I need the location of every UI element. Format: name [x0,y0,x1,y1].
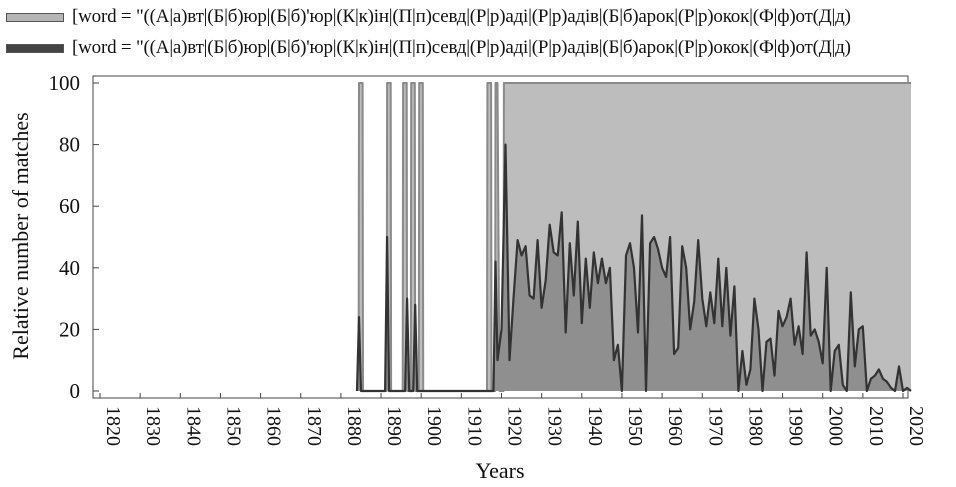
x-tick-label: 1930 [544,406,566,446]
series-2-line [355,143,912,393]
x-tick-label: 1890 [383,406,405,446]
legend-swatch-1 [6,12,64,22]
legend-label-1: [word = "((А|а)вт|(Б|б)юр|(Б|б)'юр|(К|к)… [72,6,851,27]
x-tick-label: 1850 [222,406,244,446]
x-tick-label: 2000 [825,406,847,446]
y-tick-label: 60 [59,194,80,218]
x-tick-label: 2010 [865,406,887,446]
x-tick-label: 1910 [463,406,485,446]
legend-item-2: [word = "((А|а)вт|(Б|б)юр|(Б|б)'юр|(К|к)… [6,34,851,62]
x-tick-label: 1840 [182,406,204,446]
y-axis-label: Relative number of matches [8,112,33,359]
x-axis-ticks: 1820 1830 1840 1850 1860 1870 1880 1890 1900 1910… [99,393,927,446]
y-tick-label: 0 [70,379,81,403]
x-tick-label: 1870 [303,406,325,446]
x-tick-label: 1960 [664,406,686,446]
x-tick-label: 1920 [504,406,526,446]
legend-swatch-2 [6,43,64,53]
x-tick-label: 1830 [142,406,164,446]
x-tick-label: 1990 [785,406,807,446]
x-tick-label: 1970 [704,406,726,446]
x-tick-label: 1820 [102,406,124,446]
x-tick-label: 1900 [423,406,445,446]
x-tick-label: 1940 [584,406,606,446]
y-tick-label: 100 [49,71,81,95]
x-tick-label: 1860 [263,406,285,446]
x-axis-label: Years [475,458,524,483]
y-tick-label: 80 [59,133,80,157]
series-layer [355,82,912,393]
y-tick-label: 40 [59,256,80,280]
x-tick-label: 2020 [905,406,927,446]
x-tick-label: 1950 [624,406,646,446]
y-tick-label: 20 [59,317,80,341]
x-tick-label: 1880 [343,406,365,446]
x-tick-label: 1980 [744,406,766,446]
legend-item-1: [word = "((А|а)вт|(Б|б)юр|(Б|б)'юр|(К|к)… [6,3,851,31]
legend-label-2: [word = "((А|а)вт|(Б|б)юр|(Б|б)'юр|(К|к)… [72,37,851,58]
y-axis-ticks: 0 20 40 60 80 100 [49,71,99,403]
